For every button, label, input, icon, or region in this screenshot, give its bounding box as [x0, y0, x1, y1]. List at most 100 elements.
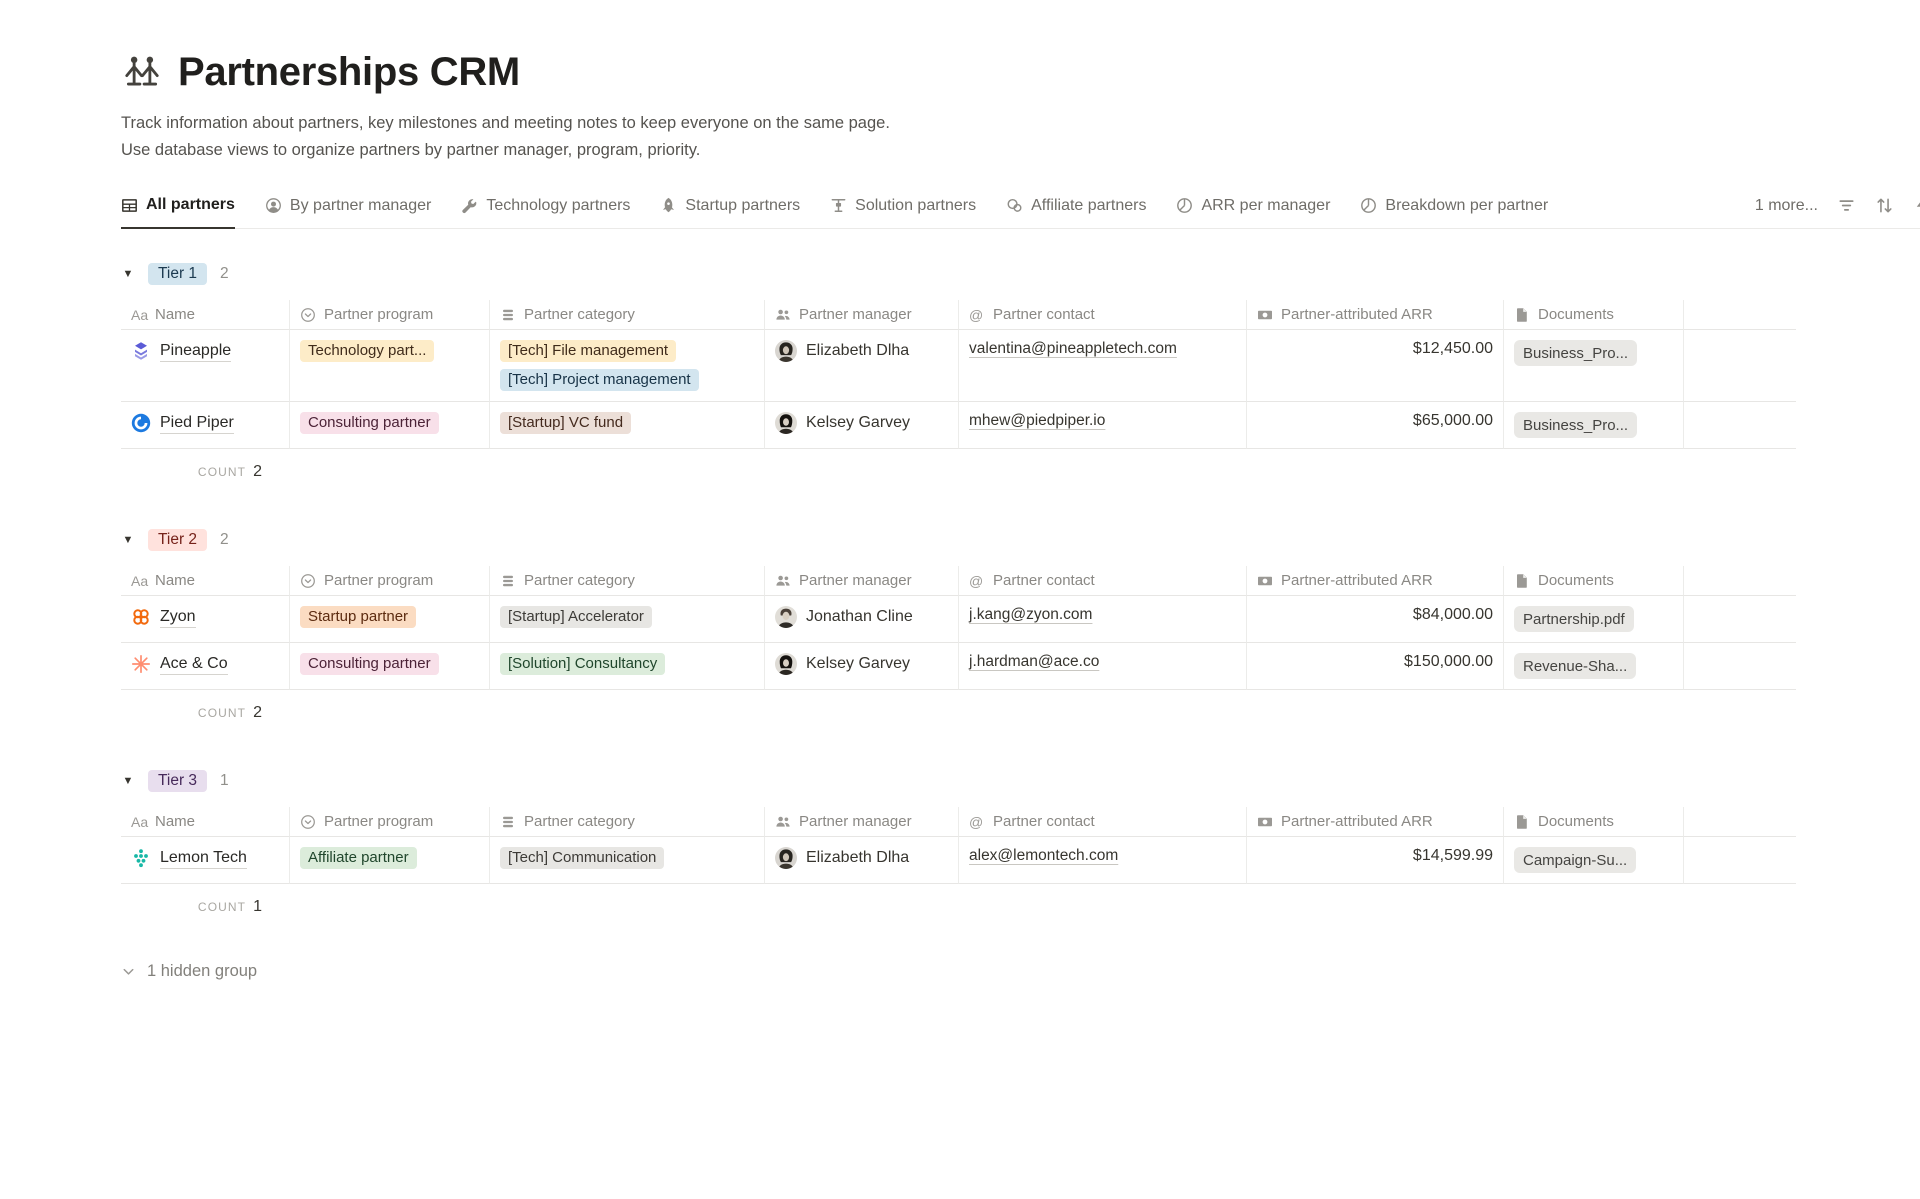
column-header-partner-program[interactable]: Partner program [290, 566, 490, 597]
cell-documents[interactable]: Partnership.pdf [1504, 596, 1684, 644]
cell-partner-program[interactable]: Affiliate partner [290, 837, 490, 885]
cell-partner-category[interactable]: [Startup] Accelerator [490, 596, 765, 644]
cell-partner-attributed-arr[interactable]: $14,599.99 [1247, 837, 1504, 885]
group-collapse-toggle[interactable]: ▼ [122, 534, 134, 547]
cell-partner-program[interactable]: Startup partner [290, 596, 490, 644]
column-header-partner-program[interactable]: Partner program [290, 300, 490, 331]
column-header-partner-contact[interactable]: @ Partner contact [959, 807, 1247, 838]
column-header-documents[interactable]: Documents [1504, 807, 1684, 838]
cell-partner-manager[interactable]: Elizabeth Dlha [765, 837, 959, 885]
count-aggregate[interactable]: COUNT 1 [121, 884, 290, 930]
column-header-name[interactable]: Aa Name [121, 300, 290, 331]
document-chip[interactable]: Business_Pro... [1514, 340, 1638, 367]
column-header-partner-contact[interactable]: @ Partner contact [959, 300, 1247, 331]
manager-person: Elizabeth Dlha [775, 847, 909, 870]
cell-partner-category[interactable]: [Tech] File management [Tech] Project man… [490, 330, 765, 403]
column-header-label: Partner manager [799, 572, 912, 590]
cell-name[interactable]: Zyon [121, 596, 290, 644]
group-collapse-toggle[interactable]: ▼ [122, 775, 134, 788]
view-tab-startup-partners[interactable]: Startup partners [660, 183, 800, 228]
cell-partner-program[interactable]: Consulting partner [290, 402, 490, 450]
column-header-partner-attributed-arr[interactable]: Partner-attributed ARR [1247, 300, 1504, 331]
group-header: ▼ Tier 1 2 [121, 256, 1920, 292]
cell-partner-manager[interactable]: Kelsey Garvey [765, 643, 959, 691]
cell-partner-attributed-arr[interactable]: $65,000.00 [1247, 402, 1504, 450]
column-header-documents[interactable]: Documents [1504, 300, 1684, 331]
group-collapse-toggle[interactable]: ▼ [122, 268, 134, 281]
group-name-chip[interactable]: Tier 2 [148, 529, 208, 552]
contact-email-link[interactable]: alex@lemontech.com [969, 847, 1119, 865]
cell-partner-category[interactable]: [Solution] Consultancy [490, 643, 765, 691]
cell-documents[interactable]: Revenue-Sha... [1504, 643, 1684, 691]
cell-partner-manager[interactable]: Kelsey Garvey [765, 402, 959, 450]
row-title[interactable]: Ace & Co [160, 653, 228, 676]
count-aggregate[interactable]: COUNT 2 [121, 690, 290, 736]
chevron-down-icon [121, 964, 136, 979]
contact-email-link[interactable]: j.kang@zyon.com [969, 606, 1093, 624]
cell-partner-category[interactable]: [Tech] Communication [490, 837, 765, 885]
row-title[interactable]: Zyon [160, 606, 196, 629]
view-tab-solution-partners[interactable]: Solution partners [830, 183, 976, 228]
cell-documents[interactable]: Campaign-Su... [1504, 837, 1684, 885]
group-name-chip[interactable]: Tier 1 [148, 263, 208, 286]
cell-partner-category[interactable]: [Startup] VC fund [490, 402, 765, 450]
sort-icon[interactable] [1875, 196, 1894, 215]
cell-partner-attributed-arr[interactable]: $150,000.00 [1247, 643, 1504, 691]
column-header-partner-manager[interactable]: Partner manager [765, 566, 959, 597]
cell-name[interactable]: Ace & Co [121, 643, 290, 691]
column-header-partner-manager[interactable]: Partner manager [765, 807, 959, 838]
view-tab-all-partners[interactable]: All partners [121, 183, 235, 230]
view-tab-breakdown-per-partner[interactable]: Breakdown per partner [1360, 183, 1548, 228]
column-header-documents[interactable]: Documents [1504, 566, 1684, 597]
count-aggregate[interactable]: COUNT 2 [121, 449, 290, 495]
cell-documents[interactable]: Business_Pro... [1504, 402, 1684, 450]
row-title[interactable]: Lemon Tech [160, 847, 247, 870]
hidden-group-toggle[interactable]: 1 hidden group [121, 962, 1920, 981]
contact-email-link[interactable]: valentina@pineappletech.com [969, 340, 1177, 358]
cell-partner-contact[interactable]: j.kang@zyon.com [959, 596, 1247, 644]
column-header-partner-manager[interactable]: Partner manager [765, 300, 959, 331]
column-header-partner-attributed-arr[interactable]: Partner-attributed ARR [1247, 807, 1504, 838]
document-chip[interactable]: Business_Pro... [1514, 412, 1638, 439]
cell-name[interactable]: Lemon Tech [121, 837, 290, 885]
document-chip[interactable]: Partnership.pdf [1514, 606, 1634, 633]
email-icon: @ [969, 813, 984, 830]
column-header-partner-category[interactable]: Partner category [490, 807, 765, 838]
view-tab-by-partner-manager[interactable]: By partner manager [265, 183, 431, 228]
column-header-partner-attributed-arr[interactable]: Partner-attributed ARR [1247, 566, 1504, 597]
contact-email-link[interactable]: j.hardman@ace.co [969, 653, 1100, 671]
automation-icon[interactable] [1913, 196, 1920, 215]
column-header-partner-category[interactable]: Partner category [490, 300, 765, 331]
cell-name[interactable]: Pineapple [121, 330, 290, 403]
cell-partner-manager[interactable]: Jonathan Cline [765, 596, 959, 644]
cell-partner-program[interactable]: Consulting partner [290, 643, 490, 691]
view-tab-affiliate-partners[interactable]: Affiliate partners [1006, 183, 1146, 228]
cell-partner-manager[interactable]: Elizabeth Dlha [765, 330, 959, 403]
view-tab-arr-per-manager[interactable]: ARR per manager [1176, 183, 1330, 228]
cell-partner-contact[interactable]: j.hardman@ace.co [959, 643, 1247, 691]
column-header-name[interactable]: Aa Name [121, 807, 290, 838]
column-header-label: Partner-attributed ARR [1281, 306, 1433, 324]
cell-name[interactable]: Pied Piper [121, 402, 290, 450]
column-header-partner-category[interactable]: Partner category [490, 566, 765, 597]
column-header-name[interactable]: Aa Name [121, 566, 290, 597]
cell-partner-program[interactable]: Technology part... [290, 330, 490, 403]
cell-documents[interactable]: Business_Pro... [1504, 330, 1684, 403]
document-chip[interactable]: Revenue-Sha... [1514, 653, 1637, 680]
column-header-label: Partner contact [993, 813, 1095, 831]
cell-partner-attributed-arr[interactable]: $84,000.00 [1247, 596, 1504, 644]
view-tab-technology-partners[interactable]: Technology partners [461, 183, 630, 228]
cell-partner-attributed-arr[interactable]: $12,450.00 [1247, 330, 1504, 403]
contact-email-link[interactable]: mhew@piedpiper.io [969, 412, 1106, 430]
column-header-partner-program[interactable]: Partner program [290, 807, 490, 838]
column-header-partner-contact[interactable]: @ Partner contact [959, 566, 1247, 597]
cell-partner-contact[interactable]: alex@lemontech.com [959, 837, 1247, 885]
filter-icon[interactable] [1837, 196, 1856, 215]
group-name-chip[interactable]: Tier 3 [148, 770, 208, 793]
row-title[interactable]: Pied Piper [160, 412, 234, 435]
document-chip[interactable]: Campaign-Su... [1514, 847, 1637, 874]
row-title[interactable]: Pineapple [160, 340, 232, 363]
cell-partner-contact[interactable]: valentina@pineappletech.com [959, 330, 1247, 403]
more-views-button[interactable]: 1 more... [1754, 196, 1818, 214]
cell-partner-contact[interactable]: mhew@piedpiper.io [959, 402, 1247, 450]
